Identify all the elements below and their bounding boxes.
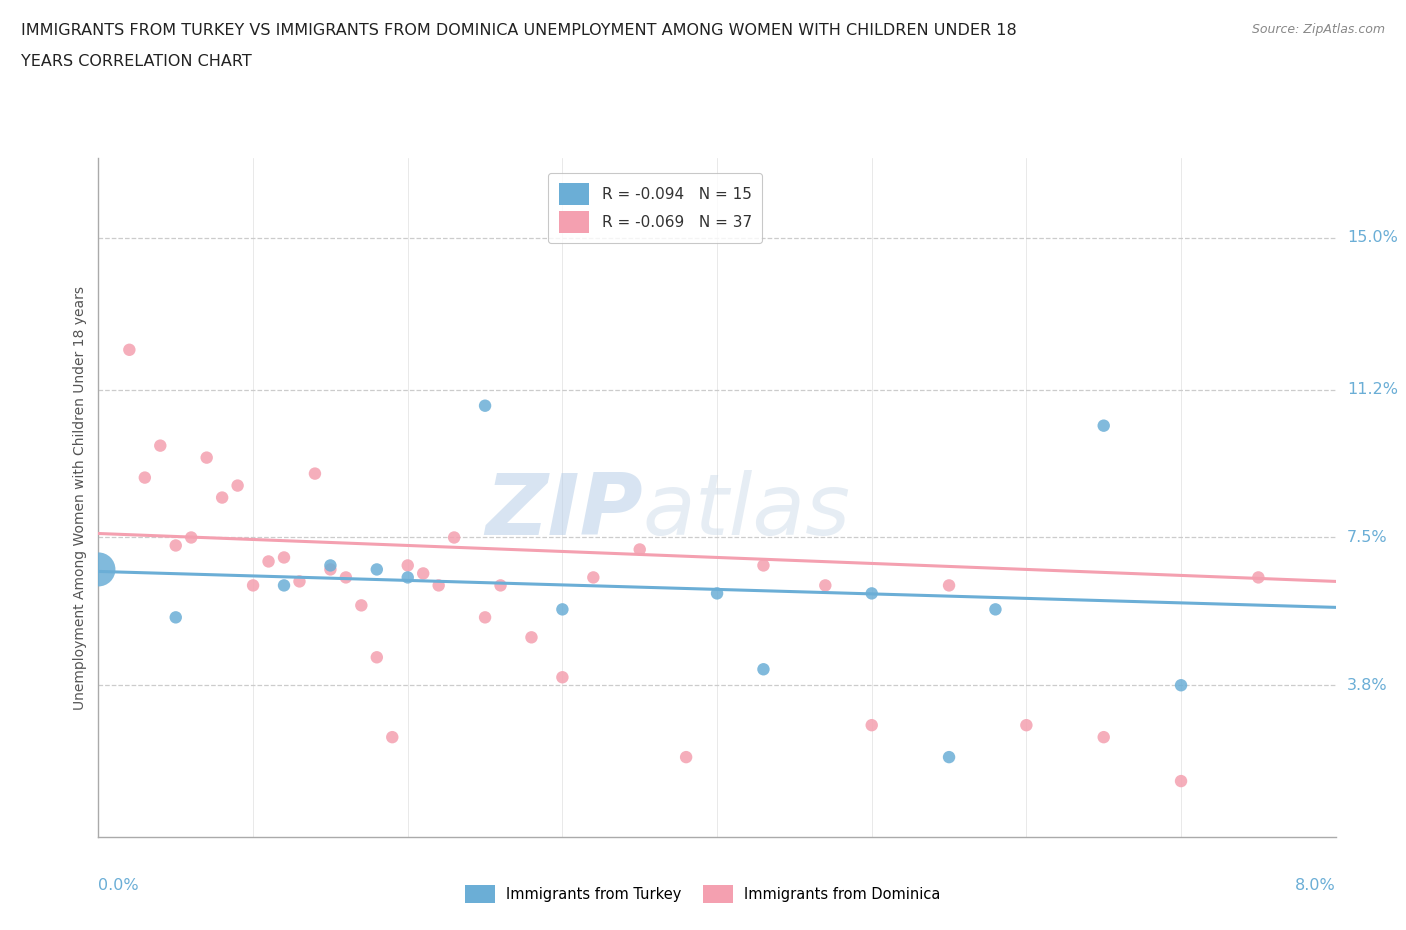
Point xyxy=(257,554,280,569)
Point xyxy=(366,562,388,577)
Point xyxy=(1170,678,1192,693)
Point xyxy=(366,650,388,665)
Text: YEARS CORRELATION CHART: YEARS CORRELATION CHART xyxy=(21,54,252,69)
Point xyxy=(226,478,249,493)
Point xyxy=(1092,418,1115,433)
Point xyxy=(551,670,574,684)
Point xyxy=(628,542,651,557)
Y-axis label: Unemployment Among Women with Children Under 18 years: Unemployment Among Women with Children U… xyxy=(73,286,87,710)
Point xyxy=(814,578,837,592)
Point xyxy=(304,466,326,481)
Text: 0.0%: 0.0% xyxy=(98,878,139,893)
Point xyxy=(319,558,342,573)
Point xyxy=(273,550,295,565)
Legend: Immigrants from Turkey, Immigrants from Dominica: Immigrants from Turkey, Immigrants from … xyxy=(460,879,946,909)
Text: atlas: atlas xyxy=(643,470,851,552)
Point xyxy=(211,490,233,505)
Point xyxy=(860,586,883,601)
Point xyxy=(752,558,775,573)
Point xyxy=(938,578,960,592)
Text: 8.0%: 8.0% xyxy=(1295,878,1336,893)
Point xyxy=(520,630,543,644)
Point xyxy=(412,566,434,581)
Text: ZIP: ZIP xyxy=(485,470,643,552)
Point xyxy=(273,578,295,592)
Point xyxy=(1015,718,1038,733)
Point xyxy=(350,598,373,613)
Text: 11.2%: 11.2% xyxy=(1347,382,1398,397)
Point xyxy=(180,530,202,545)
Point xyxy=(474,398,496,413)
Point xyxy=(381,730,404,745)
Point xyxy=(396,570,419,585)
Point xyxy=(335,570,357,585)
Point xyxy=(1092,730,1115,745)
Point xyxy=(242,578,264,592)
Text: Source: ZipAtlas.com: Source: ZipAtlas.com xyxy=(1251,23,1385,36)
Point xyxy=(582,570,605,585)
Point xyxy=(752,662,775,677)
Text: 3.8%: 3.8% xyxy=(1347,678,1388,693)
Text: 7.5%: 7.5% xyxy=(1347,530,1388,545)
Point xyxy=(675,750,697,764)
Point xyxy=(396,558,419,573)
Point xyxy=(118,342,141,357)
Point xyxy=(706,586,728,601)
Point xyxy=(195,450,218,465)
Legend: R = -0.094   N = 15, R = -0.069   N = 37: R = -0.094 N = 15, R = -0.069 N = 37 xyxy=(548,173,762,244)
Point xyxy=(443,530,465,545)
Point xyxy=(288,574,311,589)
Point xyxy=(319,562,342,577)
Text: IMMIGRANTS FROM TURKEY VS IMMIGRANTS FROM DOMINICA UNEMPLOYMENT AMONG WOMEN WITH: IMMIGRANTS FROM TURKEY VS IMMIGRANTS FRO… xyxy=(21,23,1017,38)
Point xyxy=(984,602,1007,617)
Point xyxy=(427,578,450,592)
Point xyxy=(165,610,187,625)
Point xyxy=(1170,774,1192,789)
Point xyxy=(551,602,574,617)
Point xyxy=(489,578,512,592)
Point xyxy=(1247,570,1270,585)
Point xyxy=(165,538,187,553)
Point xyxy=(938,750,960,764)
Point xyxy=(149,438,172,453)
Point xyxy=(860,718,883,733)
Point xyxy=(134,471,156,485)
Point xyxy=(87,562,110,577)
Text: 15.0%: 15.0% xyxy=(1347,231,1398,246)
Point xyxy=(474,610,496,625)
